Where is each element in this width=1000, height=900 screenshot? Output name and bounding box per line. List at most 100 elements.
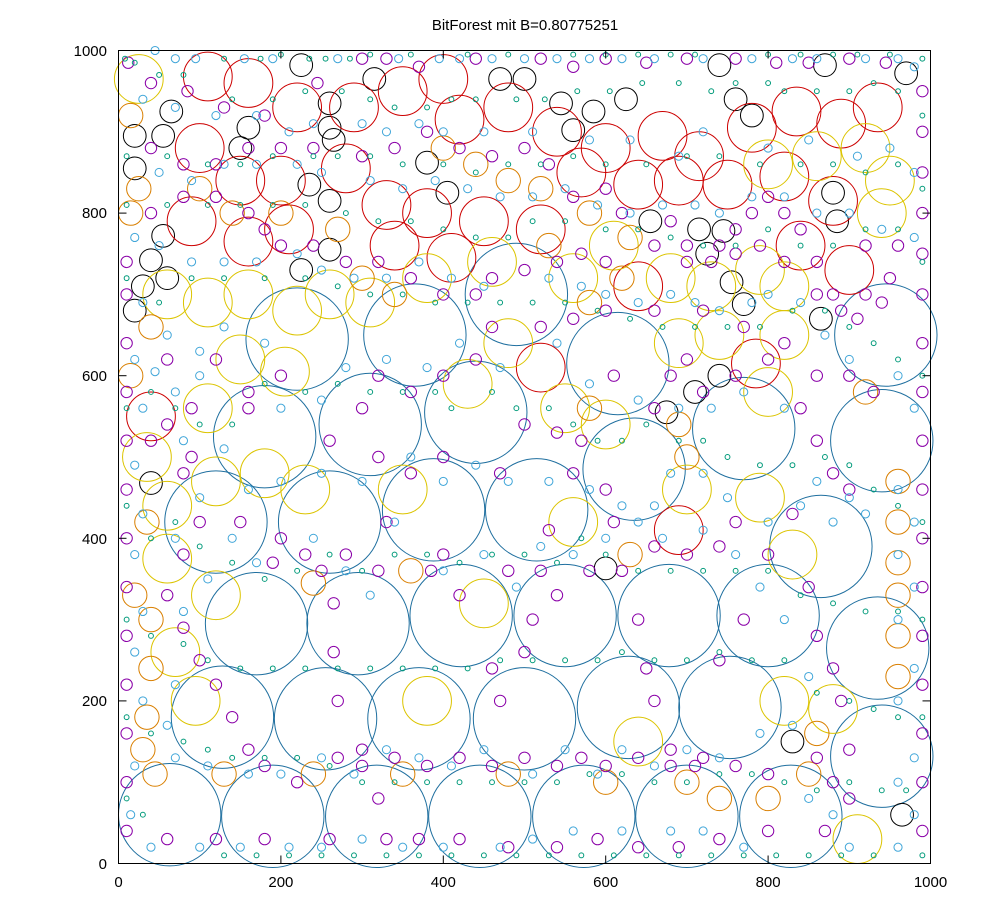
data-circle: [599, 483, 612, 496]
data-circle: [550, 255, 564, 269]
data-circle: [643, 852, 650, 859]
data-circle: [316, 753, 327, 763]
data-circle: [885, 582, 911, 608]
data-circle: [826, 467, 840, 480]
data-circle: [181, 84, 194, 98]
data-circle: [810, 751, 824, 764]
data-circle: [161, 832, 174, 846]
data-circle: [120, 288, 133, 301]
data-circle: [130, 550, 140, 560]
data-circle: [613, 261, 664, 312]
data-circle: [120, 776, 133, 789]
data-circle: [487, 54, 497, 64]
data-circle: [893, 550, 903, 560]
data-circle: [363, 283, 467, 387]
data-circle: [289, 53, 314, 78]
data-circle: [528, 127, 538, 137]
data-circle: [325, 764, 429, 869]
data-circle: [367, 153, 374, 160]
data-circle: [372, 255, 385, 269]
data-circle: [694, 310, 745, 360]
data-circle: [532, 764, 636, 869]
data-circle: [334, 153, 341, 160]
data-circle: [692, 51, 698, 58]
data-circle: [243, 484, 253, 495]
data-circle: [469, 353, 482, 366]
data-circle: [862, 226, 869, 233]
data-circle: [619, 437, 625, 444]
data-circle: [440, 226, 447, 233]
data-circle: [617, 826, 627, 836]
data-circle: [204, 571, 309, 676]
data-circle: [424, 360, 528, 464]
data-circle: [399, 161, 406, 168]
data-circle: [463, 151, 489, 178]
data-circle: [390, 761, 416, 787]
data-circle: [854, 51, 861, 58]
data-circle: [380, 515, 393, 529]
data-circle: [191, 54, 201, 64]
data-circle: [438, 566, 448, 576]
data-circle: [895, 608, 901, 615]
data-circle: [808, 684, 858, 734]
data-circle: [602, 161, 609, 168]
data-circle: [810, 255, 824, 269]
data-circle: [155, 266, 180, 291]
data-circle: [161, 418, 174, 431]
data-circle: [826, 776, 840, 789]
data-circle: [723, 87, 748, 112]
data-circle: [434, 94, 485, 145]
data-circle: [276, 476, 286, 486]
data-circle: [625, 135, 635, 145]
data-circle: [185, 450, 198, 464]
data-circle: [428, 764, 532, 869]
data-circle: [139, 471, 163, 495]
data-circle: [678, 655, 782, 760]
data-circle: [757, 323, 763, 330]
data-circle: [822, 454, 828, 460]
data-circle: [221, 55, 227, 62]
data-circle: [485, 320, 499, 334]
data-circle: [299, 548, 312, 561]
data-circle: [272, 285, 323, 336]
data-circle: [584, 135, 595, 145]
data-circle: [846, 697, 853, 704]
data-circle: [916, 678, 929, 691]
data-circle: [834, 304, 848, 317]
data-circle: [846, 462, 853, 469]
data-circle: [316, 265, 327, 275]
data-circle: [893, 842, 903, 852]
data-circle: [617, 563, 721, 668]
data-circle: [420, 759, 434, 773]
data-circle: [164, 153, 171, 160]
data-circle: [731, 550, 741, 560]
data-circle: [822, 307, 828, 314]
data-circle: [437, 288, 450, 301]
data-circle: [227, 533, 237, 543]
data-circle: [258, 223, 271, 236]
data-circle: [729, 369, 742, 382]
data-circle: [292, 159, 302, 169]
data-circle: [568, 550, 578, 560]
data-circle: [593, 556, 618, 581]
data-circle: [867, 385, 880, 399]
data-circle: [239, 54, 249, 64]
data-circle: [372, 564, 385, 578]
data-circle: [909, 232, 919, 243]
data-circle: [219, 444, 229, 454]
data-circle: [719, 270, 744, 295]
data-circle: [916, 336, 929, 350]
data-circle: [574, 88, 581, 95]
data-circle: [297, 172, 322, 197]
data-circle: [172, 405, 179, 412]
data-circle: [274, 239, 288, 252]
data-circle: [138, 606, 164, 633]
data-circle: [773, 852, 780, 859]
data-circle: [635, 764, 739, 869]
data-circle: [398, 184, 408, 194]
data-circle: [779, 615, 789, 625]
data-circle: [317, 189, 342, 213]
data-circle: [432, 389, 439, 395]
data-circle: [497, 299, 504, 306]
data-circle: [334, 380, 341, 387]
